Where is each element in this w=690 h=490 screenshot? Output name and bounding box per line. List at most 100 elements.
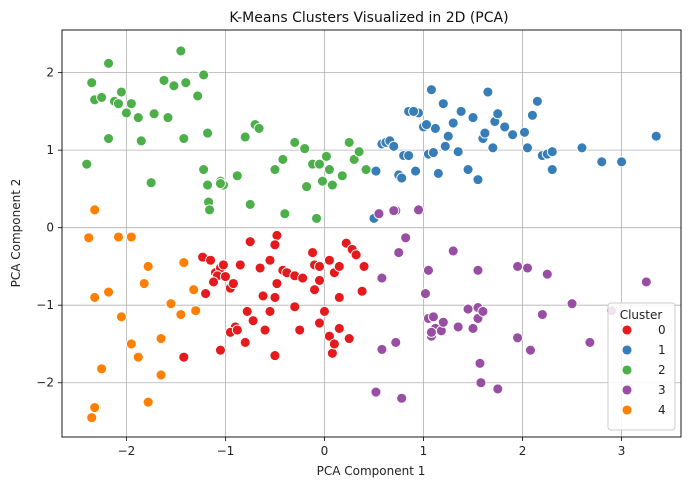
point-cluster-0 [309,284,321,296]
point-cluster-3 [425,326,437,338]
point-cluster-1 [522,142,533,154]
point-cluster-0 [319,305,330,317]
point-cluster-3 [475,377,487,389]
point-cluster-0 [333,292,345,303]
point-cluster-1 [596,156,608,168]
point-cluster-4 [115,311,127,323]
point-cluster-2 [317,175,328,187]
point-cluster-1 [462,164,474,175]
point-cluster-1 [452,146,464,158]
point-cluster-0 [333,260,345,272]
point-cluster-1 [410,165,422,177]
point-cluster-0 [314,260,325,272]
legend-marker [621,364,633,376]
point-cluster-2 [343,136,355,148]
point-cluster-2 [148,108,160,120]
point-cluster-1 [650,130,662,142]
plot-frame [61,29,682,438]
point-cluster-4 [125,338,137,350]
point-cluster-2 [320,150,332,162]
point-cluster-0 [227,278,239,289]
point-cluster-0 [356,285,368,297]
point-cluster-2 [323,164,335,175]
legend: Cluster 0 1 2 3 4 [607,302,676,431]
point-cluster-3 [393,247,405,258]
point-cluster-4 [175,309,187,320]
point-cluster-4 [89,402,101,413]
point-cluster-1 [467,112,479,124]
point-cluster-1 [576,142,588,154]
point-cluster-2 [103,133,114,144]
point-cluster-2 [120,107,132,119]
point-cluster-1 [519,126,530,138]
point-cluster-3 [467,323,479,334]
point-cluster-4 [132,351,144,363]
point-cluster-2 [103,57,114,69]
point-cluster-0 [326,347,338,359]
x-tick-label: 1 [420,444,428,458]
point-cluster-2 [132,112,144,124]
point-cluster-0 [271,229,283,241]
point-cluster-4 [155,333,167,344]
point-cluster-3 [474,357,486,369]
point-cluster-3 [400,232,412,244]
point-cluster-1 [421,119,432,131]
point-cluster-0 [259,324,271,336]
point-cluster-2 [113,98,124,110]
legend-label: 2 [658,363,666,377]
point-cluster-0 [219,271,231,282]
point-cluster-1 [427,147,439,158]
point-cluster-2 [314,158,325,170]
point-cluster-0 [269,292,281,303]
point-cluster-1 [479,127,491,139]
point-cluster-0 [217,259,229,271]
point-cluster-4 [89,204,101,216]
point-cluster-3 [376,272,388,284]
point-cluster-0 [257,290,269,302]
point-cluster-3 [420,288,431,300]
legend-marker [621,324,633,336]
point-cluster-0 [231,324,243,336]
point-cluster-0 [333,323,345,334]
legend-label: 3 [658,383,666,397]
point-cluster-1 [432,167,444,179]
point-cluster-3 [422,264,434,276]
point-cluster-4 [165,298,177,310]
point-cluster-0 [205,254,217,266]
point-cluster-2 [336,170,348,182]
point-cluster-3 [525,344,536,356]
chart-title: K-Means Clusters Visualized in 2D (PCA) [229,10,508,26]
point-cluster-0 [215,344,226,356]
point-cluster-0 [307,247,319,258]
point-cluster-3 [370,386,382,398]
point-cluster-1 [388,140,400,152]
legend-label: 0 [658,323,666,337]
point-cluster-1 [546,164,558,175]
point-cluster-2 [202,127,214,139]
point-cluster-2 [158,74,170,86]
point-cluster-3 [541,268,553,280]
point-cluster-4 [155,369,167,381]
point-cluster-2 [162,112,174,124]
point-cluster-0 [314,317,325,329]
point-cluster-4 [89,292,101,303]
y-tick-label: 0 [46,221,54,235]
point-cluster-2 [168,80,180,92]
point-cluster-2 [178,133,190,144]
legend-label: 1 [658,343,666,357]
point-cluster-4 [113,231,124,243]
point-cluster-1 [396,172,408,184]
point-cluster-3 [477,305,489,317]
point-cluster-4 [103,286,114,298]
x-tick-label: −2 [118,444,136,458]
point-cluster-2 [253,123,265,134]
point-cluster-3 [566,298,578,310]
point-cluster-3 [584,336,596,348]
legend-items: 0 1 2 3 4 [621,323,666,417]
point-cluster-2 [96,91,108,103]
y-axis-title: PCA Component 2 [9,179,23,288]
point-cluster-1 [492,108,504,120]
point-cluster-0 [234,259,246,271]
point-cluster-3 [492,383,504,395]
x-tick-label: 3 [618,444,626,458]
